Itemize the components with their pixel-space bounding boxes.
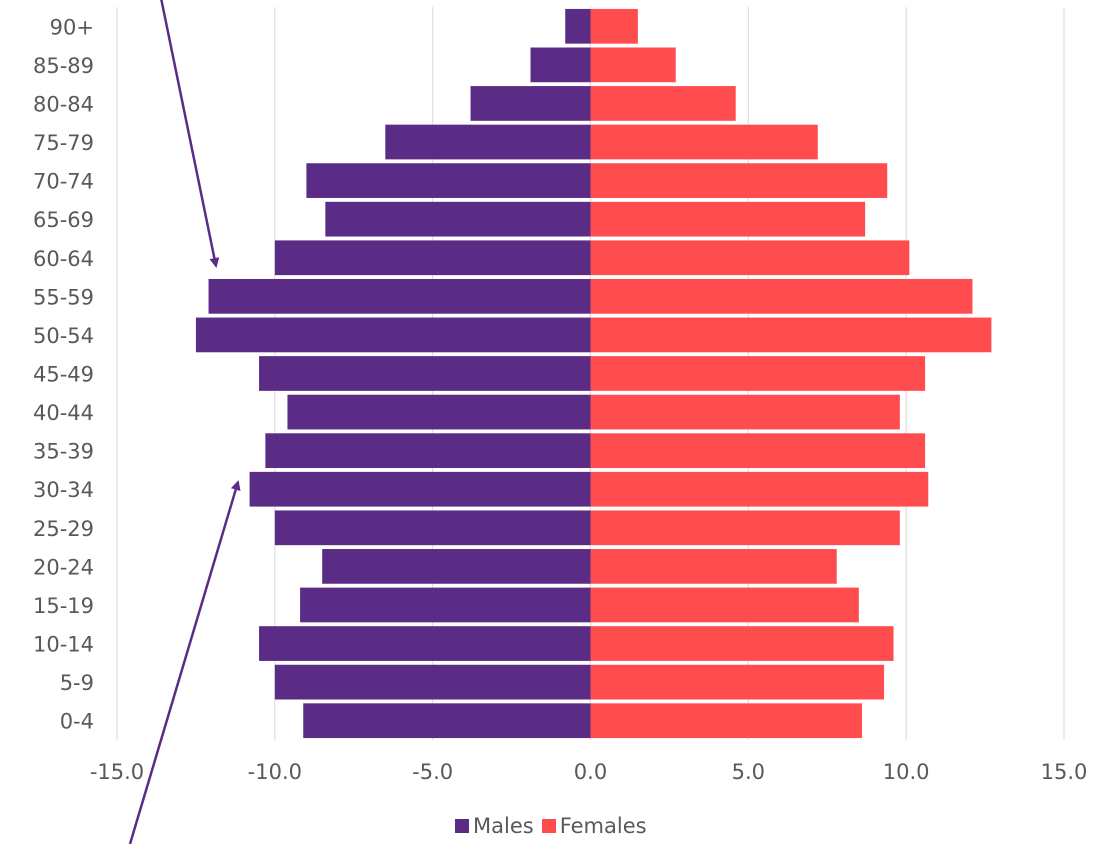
bar-females-70-74 (590, 163, 888, 198)
bar-females-80-84 (590, 86, 736, 121)
x-tick-label: 0.0 (574, 760, 607, 784)
y-axis-tick-labels: 0-4 5-9 10-14 15-19 20-24 25-29 30-34 35-39 40-4… (33, 15, 94, 733)
bar-females-45-49 (590, 356, 926, 391)
bar-males-25-29 (274, 510, 591, 546)
bar-males-40-44 (287, 394, 591, 430)
annotation-arrow-upper (160, 0, 220, 268)
bar-males-55-59 (208, 278, 591, 314)
bar-females-15-19 (590, 587, 859, 623)
bar-females-90+ (590, 8, 638, 44)
bar-females-30-34 (590, 471, 929, 507)
bar-females-75-79 (590, 124, 818, 160)
y-tick-label: 90+ (50, 15, 94, 39)
y-tick-label: 35-39 (33, 440, 94, 464)
bar-females-10-14 (590, 626, 894, 661)
x-tick-label: -5.0 (412, 760, 453, 784)
y-tick-label: 30-34 (33, 478, 94, 502)
bar-males-60-64 (274, 240, 591, 276)
bars (195, 8, 992, 739)
x-tick-label: -15.0 (90, 760, 144, 784)
annotations (128, 0, 241, 844)
legend-swatch-males (455, 819, 469, 833)
bar-males-5-9 (274, 664, 591, 700)
bar-males-50-54 (195, 317, 591, 353)
bar-females-40-44 (590, 394, 900, 430)
bar-males-45-49 (259, 356, 591, 391)
y-tick-label: 15-19 (33, 594, 94, 618)
annotation-arrow-lower (128, 480, 241, 844)
bar-males-90+ (565, 8, 591, 44)
y-tick-label: 40-44 (33, 401, 94, 425)
y-tick-label: 80-84 (33, 92, 94, 116)
bar-males-70-74 (306, 163, 591, 198)
bar-females-35-39 (590, 433, 926, 469)
bar-males-75-79 (385, 124, 591, 160)
bar-males-10-14 (259, 626, 591, 661)
y-tick-label: 0-4 (60, 710, 94, 734)
bar-males-80-84 (470, 86, 591, 121)
y-tick-label: 25-29 (33, 517, 94, 541)
bar-females-85-89 (590, 47, 676, 83)
bar-females-50-54 (590, 317, 992, 353)
bar-females-55-59 (590, 278, 973, 314)
bar-males-35-39 (265, 433, 591, 469)
legend-swatch-females (541, 819, 556, 833)
x-tick-label: 15.0 (1041, 760, 1088, 784)
bar-males-20-24 (322, 549, 591, 584)
bar-females-60-64 (590, 240, 910, 276)
legend-label-females: Females (559, 814, 647, 838)
y-tick-label: 45-49 (33, 363, 94, 387)
bar-males-65-69 (325, 201, 591, 237)
y-tick-label: 70-74 (33, 170, 94, 194)
legend-item-males: Males (455, 814, 534, 838)
y-tick-label: 75-79 (33, 131, 94, 155)
legend-item-females: Females (541, 814, 647, 838)
legend-label-males: Males (473, 814, 534, 838)
bar-females-5-9 (590, 664, 885, 700)
x-tick-label: -10.0 (248, 760, 302, 784)
bar-females-0-4 (590, 703, 862, 739)
x-tick-label: 10.0 (883, 760, 930, 784)
y-tick-label: 55-59 (33, 285, 94, 309)
bar-males-30-34 (249, 471, 591, 507)
legend: Males Females (455, 812, 647, 840)
bar-males-15-19 (300, 587, 591, 623)
y-tick-label: 65-69 (33, 208, 94, 232)
bar-males-0-4 (303, 703, 591, 739)
bar-females-20-24 (590, 549, 837, 584)
x-tick-label: 5.0 (732, 760, 765, 784)
y-tick-label: 5-9 (60, 671, 94, 695)
bar-males-85-89 (530, 47, 591, 83)
y-tick-label: 50-54 (33, 324, 94, 348)
y-tick-label: 10-14 (33, 633, 94, 657)
y-tick-label: 60-64 (33, 247, 94, 271)
x-axis-tick-labels: -15.0 -10.0 -5.0 0.0 5.0 10.0 15.0 (90, 760, 1088, 784)
bar-females-65-69 (590, 201, 866, 237)
y-tick-label: 85-89 (33, 54, 94, 78)
bar-females-25-29 (590, 510, 900, 546)
y-tick-label: 20-24 (33, 555, 94, 579)
